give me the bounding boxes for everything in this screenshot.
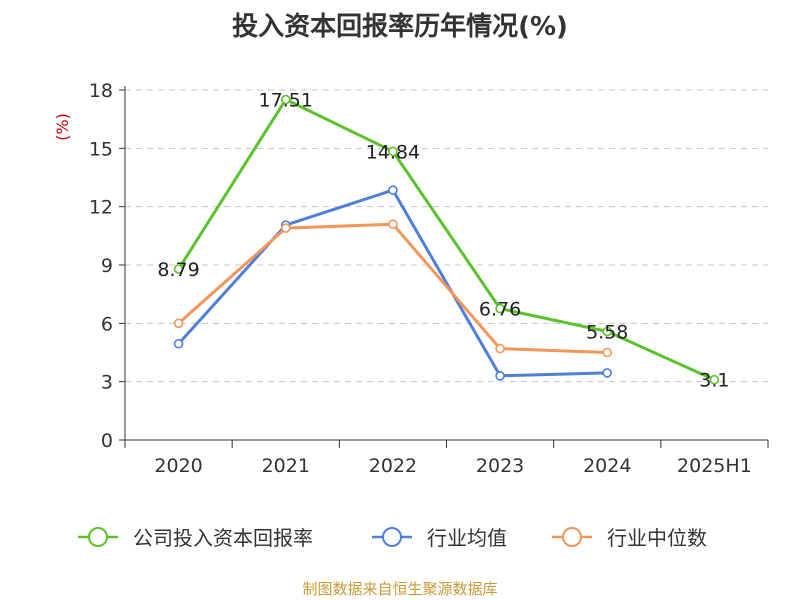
data-point [173, 338, 184, 349]
data-point [388, 185, 398, 195]
legend-label: 行业中位数 [607, 526, 707, 550]
data-point [602, 326, 613, 337]
legend-marker [562, 527, 582, 547]
y-tick-label: 18 [89, 80, 113, 102]
y-tick-label: 15 [89, 138, 113, 160]
data-point [602, 368, 613, 378]
x-tick-label: 2023 [476, 455, 524, 477]
legend-label: 公司投入资本回报率 [133, 526, 313, 550]
data-point [495, 303, 505, 314]
legend-marker [382, 527, 402, 547]
data-point [173, 318, 184, 329]
series-line [177, 98, 716, 382]
series-layer [173, 94, 720, 385]
data-label: 3.1 [699, 370, 729, 392]
data-label: 14.84 [366, 141, 420, 163]
data-label-layer: 8.79 17.51 14.84 6.76 5.58 3.1 [157, 90, 729, 392]
data-label: 5.58 [586, 322, 628, 344]
y-tick-label: 0 [101, 430, 113, 452]
x-tick-label: 2024 [583, 455, 631, 477]
series-line [177, 222, 608, 354]
data-point [602, 347, 613, 358]
legend: 公司投入资本回报率 行业均值 行业中位数 [78, 526, 707, 550]
grid-layer [125, 89, 768, 383]
data-point [495, 343, 505, 354]
y-tick-label: 9 [101, 255, 113, 277]
data-point [280, 223, 291, 233]
series-line [177, 188, 608, 378]
data-point [280, 94, 291, 105]
legend-marker [88, 527, 108, 547]
data-label: 8.79 [157, 259, 199, 281]
y-tick-label: 12 [89, 197, 113, 219]
legend-label: 行业均值 [427, 526, 507, 550]
source-note: 制图数据来自恒生聚源数据库 [302, 580, 498, 598]
y-tick-label: 3 [101, 372, 113, 394]
data-point [495, 371, 505, 381]
data-point [388, 219, 398, 229]
data-point [173, 264, 184, 274]
data-label: 17.51 [259, 90, 313, 112]
y-tick-label: 6 [101, 313, 113, 335]
data-point [388, 146, 398, 157]
x-tick-label: 2025H1 [677, 455, 752, 477]
axis-layer: 0 3 6 9 12 15 18 2020 2021 2022 2023 2024 2025H1 (%) [53, 80, 769, 477]
x-tick-label: 2020 [154, 455, 202, 477]
y-axis-label: (%) [53, 113, 72, 141]
x-tick-label: 2021 [262, 455, 310, 477]
chart-title: 投入资本回报率历年情况(%) [232, 12, 568, 42]
data-label: 6.76 [479, 299, 521, 321]
x-tick-label: 2022 [369, 455, 417, 477]
data-point [709, 374, 720, 385]
